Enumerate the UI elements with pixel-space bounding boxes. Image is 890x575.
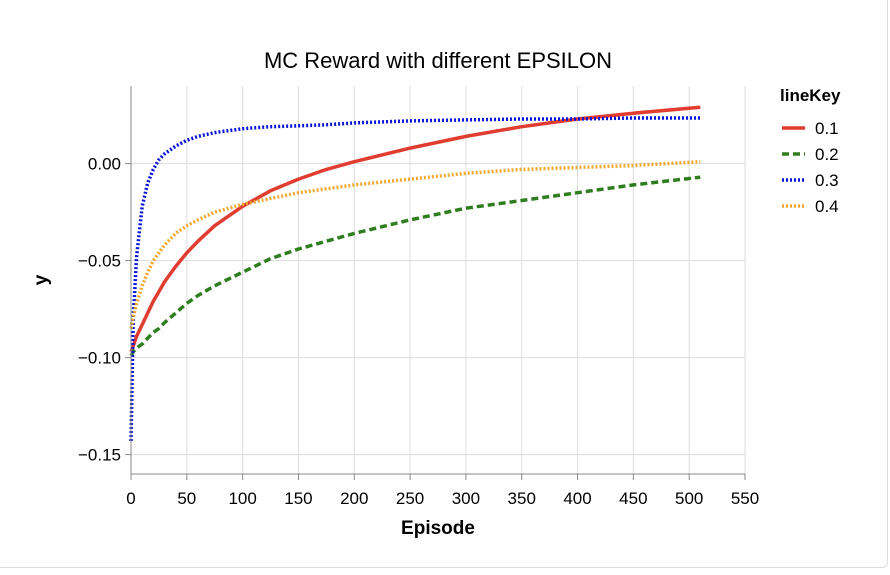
legend-label: 0.3 <box>815 171 839 190</box>
x-tick-label: 550 <box>731 489 759 508</box>
x-tick-label: 150 <box>284 489 312 508</box>
legend-label: 0.2 <box>815 145 839 164</box>
x-tick-label: 450 <box>619 489 647 508</box>
series-line-0-4 <box>129 159 701 329</box>
y-tick-label: −0.15 <box>78 446 121 465</box>
x-tick-label: 350 <box>508 489 536 508</box>
x-tick-label: 300 <box>452 489 480 508</box>
legend: lineKey 0.1 0.2 0.3 0.4 <box>780 86 841 216</box>
y-tick-label: −0.05 <box>78 252 121 271</box>
legend-label: 0.4 <box>815 197 839 216</box>
x-tick-label: 250 <box>396 489 424 508</box>
series-layer <box>129 105 701 442</box>
y-axis-title: y <box>31 274 52 285</box>
series-line-0-3 <box>129 116 701 442</box>
y-tick-label: 0.00 <box>88 155 121 174</box>
series-line-0-1 <box>129 105 701 353</box>
y-tick-label: −0.10 <box>78 349 121 368</box>
x-tick-label: 200 <box>340 489 368 508</box>
x-tick-label: 500 <box>675 489 703 508</box>
legend-label: 0.1 <box>815 119 839 138</box>
legend-title: lineKey <box>780 86 841 105</box>
x-axis-title: Episode <box>401 518 475 539</box>
x-tick-label: 100 <box>228 489 256 508</box>
series-line-0-2 <box>129 175 701 357</box>
x-tick-label: 0 <box>126 489 135 508</box>
axes: 0 50 100 150 200 250 300 350 400 450 500 550 0.00 −0.… <box>78 86 759 508</box>
chart-title: MC Reward with different EPSILON <box>264 48 612 73</box>
x-tick-label: 400 <box>563 489 591 508</box>
grid <box>130 86 746 474</box>
x-tick-label: 50 <box>177 489 196 508</box>
